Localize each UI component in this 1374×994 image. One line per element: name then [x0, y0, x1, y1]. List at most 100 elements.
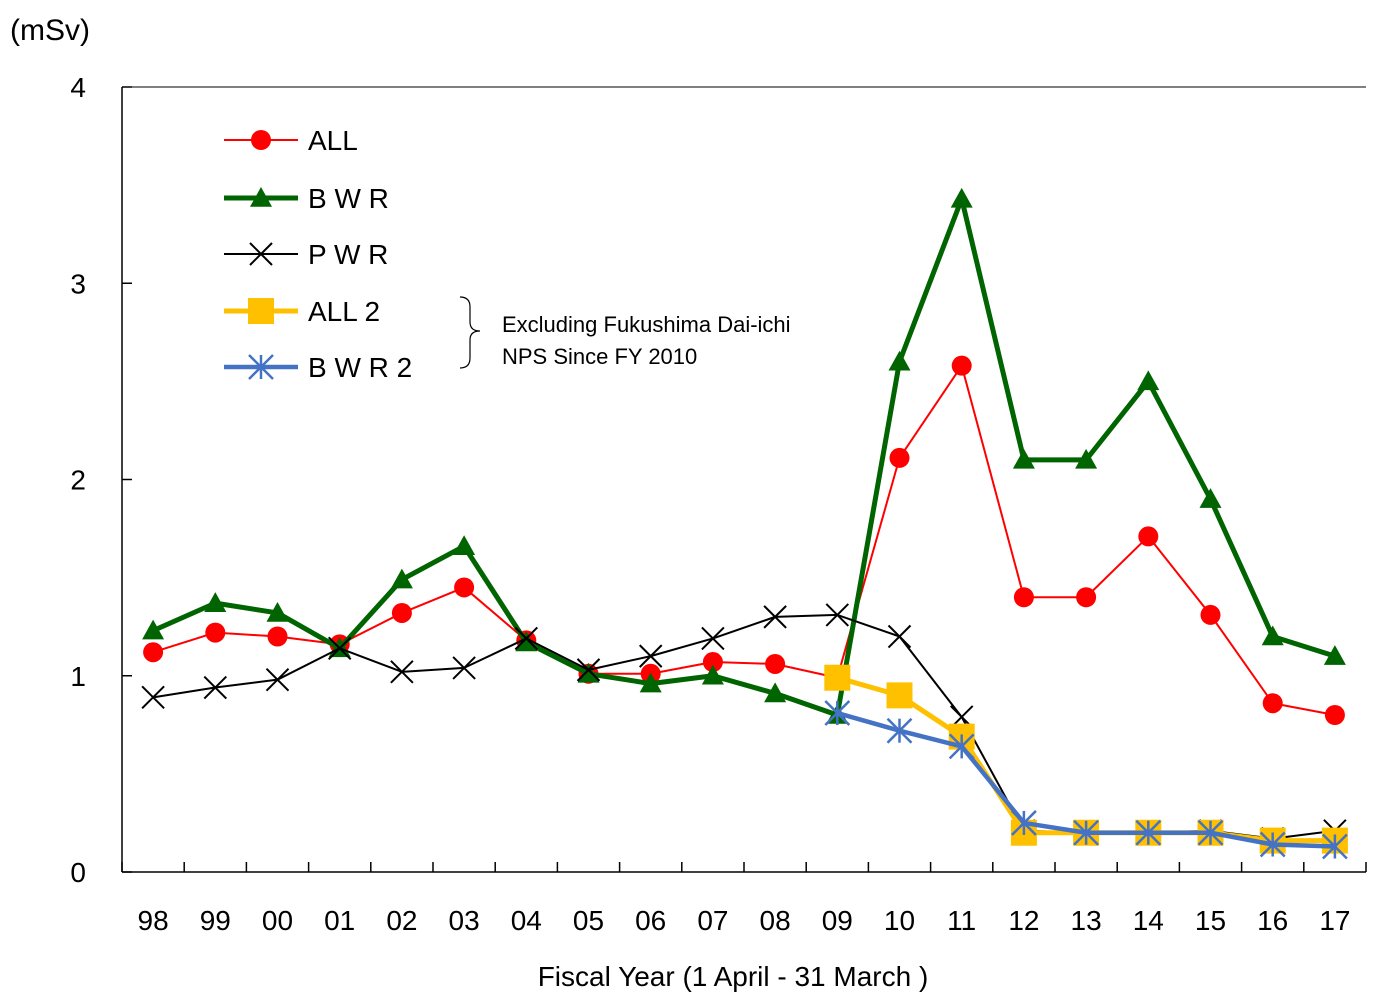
marker-stroke [825, 603, 850, 627]
marker-stroke [249, 242, 273, 266]
marker-stroke [265, 667, 290, 692]
series-4 [824, 700, 1348, 860]
x-tick-label: 02 [386, 905, 417, 936]
data-point [764, 682, 787, 703]
data-point [454, 577, 475, 598]
data-point [1012, 448, 1035, 469]
data-point [452, 656, 476, 680]
data-point [266, 601, 289, 622]
data-point [1323, 645, 1346, 665]
data-point [702, 652, 723, 673]
data-point [1138, 526, 1159, 547]
x-tick-label: 07 [697, 905, 728, 936]
legend-note-line: NPS Since FY 2010 [502, 344, 697, 369]
data-point [267, 626, 288, 647]
y-tick-label: 3 [70, 268, 86, 299]
x-tick-label: 16 [1257, 905, 1288, 936]
marker-stroke [887, 624, 912, 649]
data-point [1075, 448, 1098, 469]
legend-item: B W R [224, 183, 389, 214]
legend-item: B W R 2 [224, 352, 412, 383]
data-point [888, 350, 911, 371]
data-point [1199, 488, 1222, 508]
x-axis-label: Fiscal Year (1 April - 31 March ) [538, 961, 929, 992]
legend-label: ALL [308, 125, 358, 156]
marker-stroke [638, 644, 663, 668]
marker-stroke [514, 626, 539, 651]
data-point [886, 717, 913, 744]
data-point [948, 733, 975, 760]
legend-label: B W R 2 [308, 352, 412, 383]
data-point [1322, 833, 1348, 860]
data-point [1261, 625, 1284, 646]
x-tick-label: 17 [1319, 905, 1350, 936]
marker-stroke [203, 675, 228, 700]
series-line [152, 364, 1336, 716]
series-line [152, 613, 1336, 840]
legend-note-line: Excluding Fukushima Dai-ichi [502, 312, 791, 337]
data-point [701, 664, 724, 685]
data-point [143, 642, 164, 663]
data-point [514, 626, 539, 651]
axes [121, 86, 1367, 873]
legend-item: ALL [224, 125, 358, 156]
data-point [886, 682, 913, 709]
data-point [1013, 587, 1034, 608]
legend-label: B W R [308, 183, 389, 214]
data-point [763, 605, 787, 629]
x-tick-label: 00 [262, 905, 293, 936]
legend-label: P W R [308, 239, 388, 270]
data-point [1200, 604, 1221, 625]
marker-stroke [452, 656, 476, 680]
x-tick-label: 10 [884, 905, 915, 936]
data-point [1137, 370, 1160, 391]
x-tick-label: 13 [1071, 905, 1102, 936]
x-tick-label: 03 [449, 905, 480, 936]
y-tick-label: 1 [70, 661, 86, 692]
data-point [142, 619, 165, 640]
data-point [1324, 705, 1345, 725]
x-tick-label: 99 [200, 905, 231, 936]
x-tick-label: 05 [573, 905, 604, 936]
data-point [141, 685, 165, 710]
x-tick-label: 98 [138, 905, 169, 936]
y-tick-label: 0 [70, 857, 86, 888]
data-point [889, 447, 910, 468]
y-axis-unit-label: (mSv) [10, 14, 90, 47]
data-point [327, 636, 352, 660]
marker-stroke [390, 660, 414, 684]
legend-brace [459, 296, 481, 369]
data-point [1135, 819, 1162, 846]
legend: ALL B W R P W R ALL 2 B W R 2 Excluding Fukus… [224, 125, 791, 383]
data-point [250, 187, 272, 207]
marker-stroke [141, 685, 165, 710]
data-point [638, 644, 663, 668]
data-point [1011, 810, 1037, 836]
data-point [248, 298, 274, 324]
data-point [951, 355, 972, 376]
x-tick-label: 08 [760, 905, 791, 936]
data-point [249, 242, 273, 266]
x-tick-label: 09 [822, 905, 853, 936]
data-point [825, 603, 850, 627]
x-tick-label: 04 [511, 905, 542, 936]
data-point [576, 658, 601, 682]
data-point [950, 187, 973, 208]
legend-item: ALL 2 [224, 296, 380, 327]
data-point [515, 631, 538, 652]
y-tick-label: 4 [70, 72, 86, 103]
data-point [824, 700, 851, 726]
x-tick-label: 15 [1195, 905, 1226, 936]
x-tick-label: 11 [947, 905, 976, 936]
marker-stroke [576, 658, 601, 682]
data-point [577, 662, 600, 683]
x-tick-label: 06 [635, 905, 666, 936]
data-point [887, 624, 912, 649]
x-tick-label: 12 [1008, 905, 1039, 936]
y-tick-label: 2 [70, 465, 86, 496]
data-point [1073, 819, 1099, 846]
legend-item: P W R [224, 239, 388, 270]
data-point [203, 675, 228, 700]
